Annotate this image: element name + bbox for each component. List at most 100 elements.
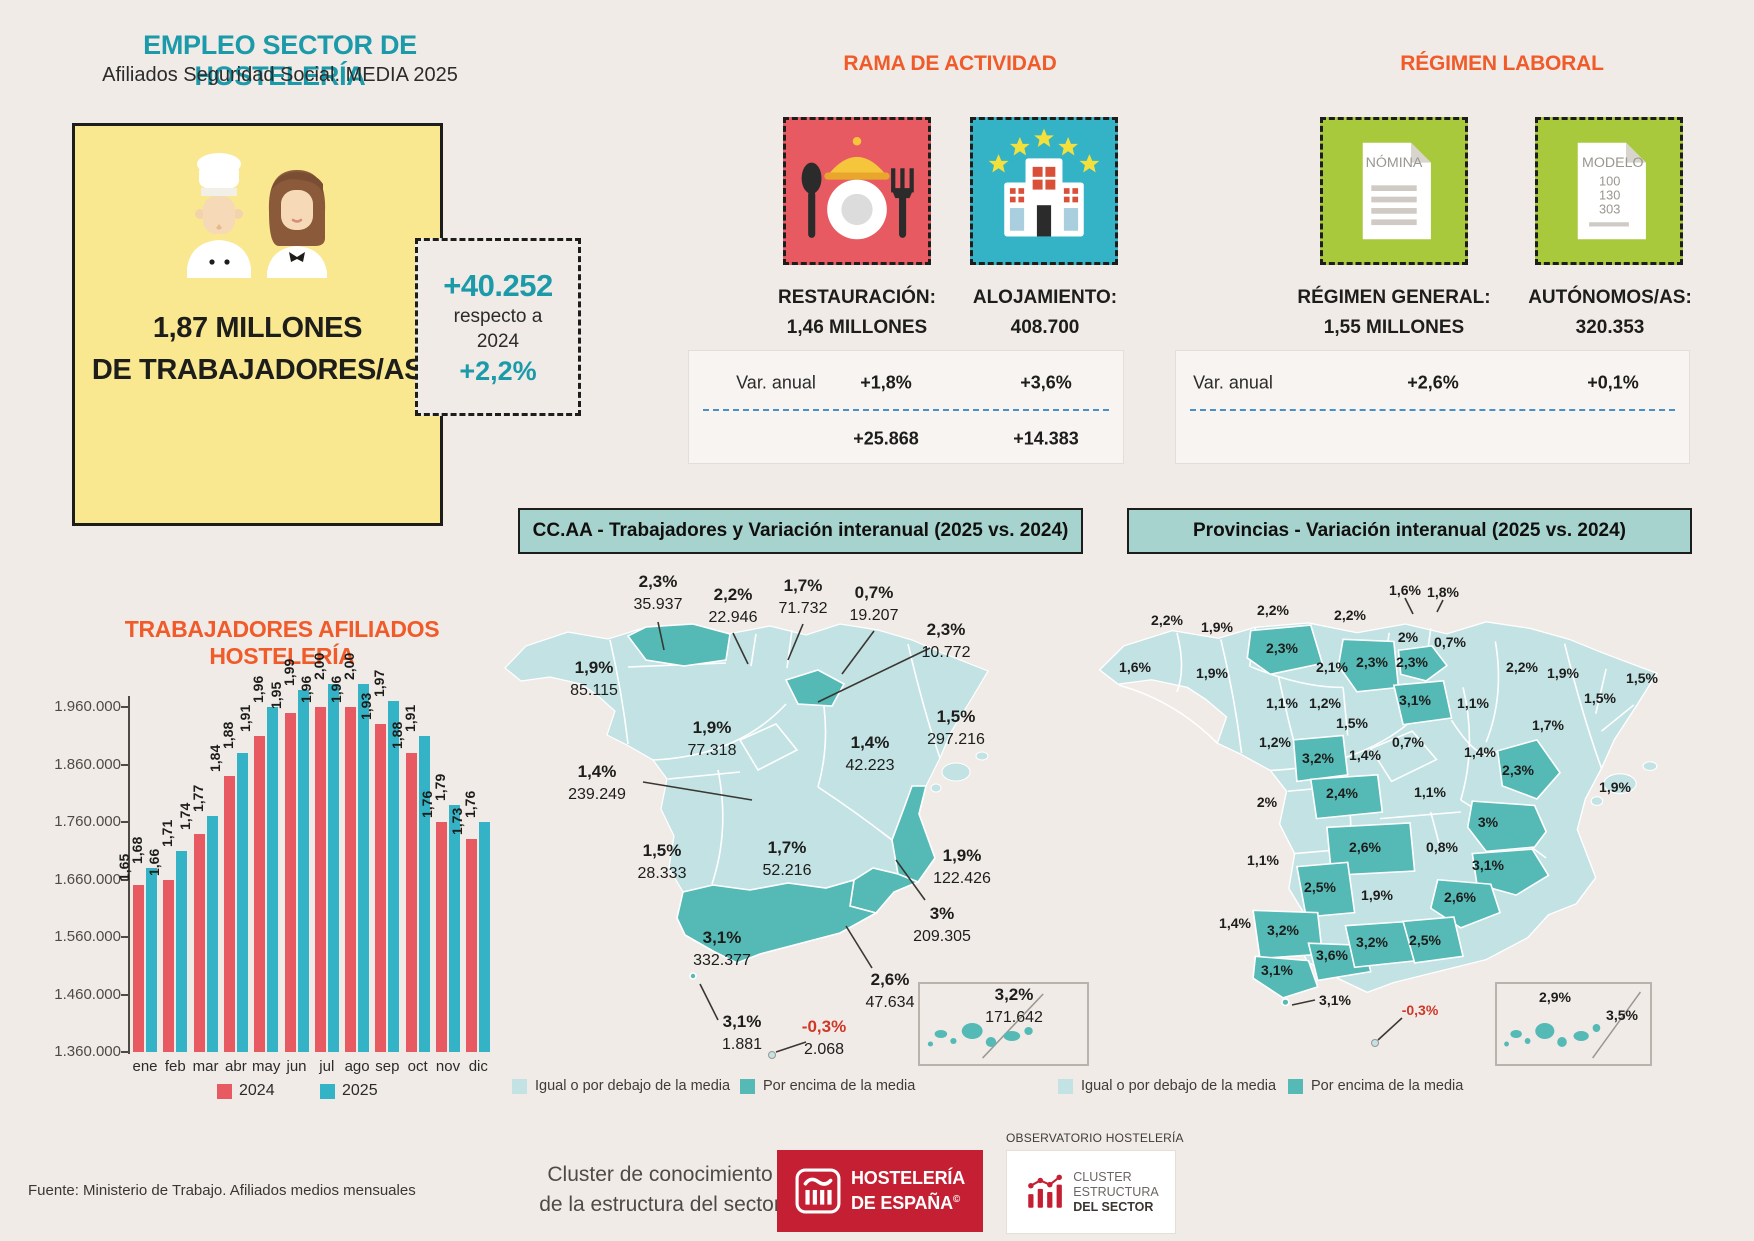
bar-2024-jun [284, 713, 296, 1052]
bar-value-label: 1,77 [189, 784, 206, 812]
provincia-label-soria: 3,1% [1399, 692, 1431, 708]
provincia-label-la-rioja: 2,3% [1396, 654, 1428, 670]
x-axis-label-nov: nov [435, 1058, 461, 1075]
legend-swatch [217, 1083, 232, 1099]
ccaa-label-la-rioja: 2,3% 10.772 [922, 618, 971, 664]
x-axis-label-may: may [252, 1058, 281, 1075]
bar-value-label: 1,66 [146, 848, 163, 876]
bar-value-label: 1,97 [371, 669, 388, 697]
ccaa-label-galicia: 1,9% 85.115 [570, 656, 618, 702]
provincia-label-zamora: 1,1% [1266, 695, 1298, 711]
y-axis-tick: 1.360.000 [54, 1043, 121, 1060]
provincia-label-jae-n: 1,9% [1361, 887, 1393, 903]
bar-2024-sep [375, 724, 387, 1052]
bar-2024-oct [405, 753, 417, 1052]
provincia-label-huelva: 1,4% [1219, 915, 1251, 931]
bar-2024-feb [163, 880, 175, 1052]
y-axis-tickmark [121, 821, 130, 823]
ccaa-label-madrid: 1,4% 239.249 [568, 760, 626, 806]
cluster-caption: Cluster de conocimiento de la estructura… [539, 1163, 781, 1216]
region-value: 28.333 [637, 865, 687, 882]
regimen-pct-autonomos: +0,1% [1587, 372, 1639, 393]
bar-value-label: 1,88 [219, 721, 236, 749]
map-legend-item: Por encima de la media [740, 1078, 915, 1094]
provincia-label-alicante: 3,1% [1472, 857, 1504, 873]
restauracion-label: RESTAURACIÓN: 1,46 MILLONES [778, 287, 936, 338]
total-workers-panel: 1,87 MILLONES DE TRABAJADORES/AS [72, 123, 443, 526]
provincia-label-navarra: 0,7% [1434, 634, 1466, 650]
legend-label: Igual o por debajo de la media [535, 1078, 731, 1094]
payroll-document-icon: NÓMINA [1362, 142, 1431, 240]
bar-2024-nov [436, 822, 447, 1052]
region-value: 19.207 [849, 607, 899, 624]
spain-map-provincias [1098, 621, 1658, 1007]
canarias-inset-ccaa [918, 982, 1089, 1066]
canarias-inset-provincias [1495, 982, 1652, 1066]
region-value: 1.881 [721, 1036, 763, 1053]
provincia-label-almeri-a: 2,5% [1409, 932, 1441, 948]
ccaa-label-asturias: 2,3% 35.937 [634, 570, 683, 616]
regimen-general-tile: NÓMINA [1320, 117, 1468, 265]
provincia-label-cuenca: 1,1% [1414, 784, 1446, 800]
y-axis-tickmark [121, 706, 130, 708]
provincia-label-lugo: 1,9% [1201, 619, 1233, 635]
rama-pct-alojamiento: +3,6% [1020, 372, 1072, 393]
region-pct: 1,7% [767, 838, 807, 857]
provincia-label-baleares: 1,9% [1599, 779, 1631, 795]
y-axis-tick: 1.960.000 [54, 698, 121, 715]
regimen-pct-general: +2,6% [1407, 372, 1459, 393]
autonomos-tile: MODELO 100 130 303 [1535, 117, 1683, 265]
legend-label: Por encima de la media [763, 1078, 916, 1094]
bar-2025-abr [236, 753, 248, 1052]
tax-form-icon: MODELO 100 130 303 [1577, 142, 1646, 240]
rama-pct-restauracion: +1,8% [860, 372, 912, 393]
ccaa-label-navarra: 0,7% 19.207 [850, 581, 899, 627]
map-legend-item: Por encima de la media [1288, 1078, 1463, 1094]
region-value: 42.223 [845, 757, 895, 774]
regimen-var-anual-label: Var. anual [1193, 372, 1273, 393]
y-axis-tick: 1.860.000 [54, 755, 121, 773]
bar-2025-mar [206, 816, 218, 1052]
region-value: 297.216 [927, 731, 985, 748]
bar-value-label: 1,91 [401, 704, 418, 732]
provincia-label-salamanca: 1,2% [1259, 734, 1291, 750]
x-axis-label-sep: sep [375, 1058, 400, 1075]
ccaa-label-arago-n: 1,4% 42.223 [846, 731, 895, 777]
bar-2024-mar [193, 834, 205, 1052]
provincia-label-ca-ceres: 2% [1256, 794, 1278, 810]
delta-percent: +2,2% [459, 355, 537, 386]
bar-2025-nov [449, 805, 460, 1052]
region-value: 332.377 [693, 952, 751, 969]
legend-swatch-dark [1288, 1078, 1303, 1094]
provincia-label-santa-cruz-de-tenerife: 2,9% [1539, 989, 1571, 1005]
y-axis-tickmark [121, 878, 130, 881]
regimen-general-label: RÉGIMEN GENERAL: 1,55 MILLONES [1297, 287, 1491, 338]
svg-text:100: 100 [1599, 173, 1620, 188]
y-axis-line [128, 696, 130, 1054]
rama-var-anual-label: Var. anual [736, 372, 816, 393]
y-axis-tick: 1.660.000 [54, 870, 121, 888]
region-pct: 3,2% [994, 985, 1034, 1004]
legend-swatch [320, 1083, 335, 1099]
y-axis-tickmark [121, 1051, 130, 1053]
provincia-label-ma-laga: 3,6% [1316, 947, 1348, 963]
provincia-label-valladolid: 1,2% [1309, 695, 1341, 711]
rama-heading: RAMA DE ACTIVIDAD [843, 52, 1057, 75]
region-pct: 1,4% [577, 762, 617, 781]
regimen-table: Var. anual +2,6% +0,1% [1175, 350, 1690, 464]
region-pct: 1,5% [936, 707, 976, 726]
region-pct: 2,3% [926, 620, 966, 639]
bar-2024-may [254, 736, 266, 1052]
candlestick-chart-icon [1028, 1174, 1063, 1208]
provincia-label-gipuzkoa: 1,8% [1427, 584, 1459, 600]
provincia-label-a-vila: 3,2% [1302, 750, 1334, 766]
bar-2024-ene [133, 885, 144, 1052]
region-value: 10.772 [921, 644, 971, 661]
region-pct: 0,7% [854, 583, 894, 602]
legend-swatch-light [1058, 1078, 1073, 1094]
region-pct: 1,4% [850, 733, 890, 752]
canary-islands-icon [1504, 991, 1642, 1059]
ccaa-label-extremadura: 1,5% 28.333 [638, 839, 687, 885]
alojamiento-tile [970, 117, 1118, 265]
